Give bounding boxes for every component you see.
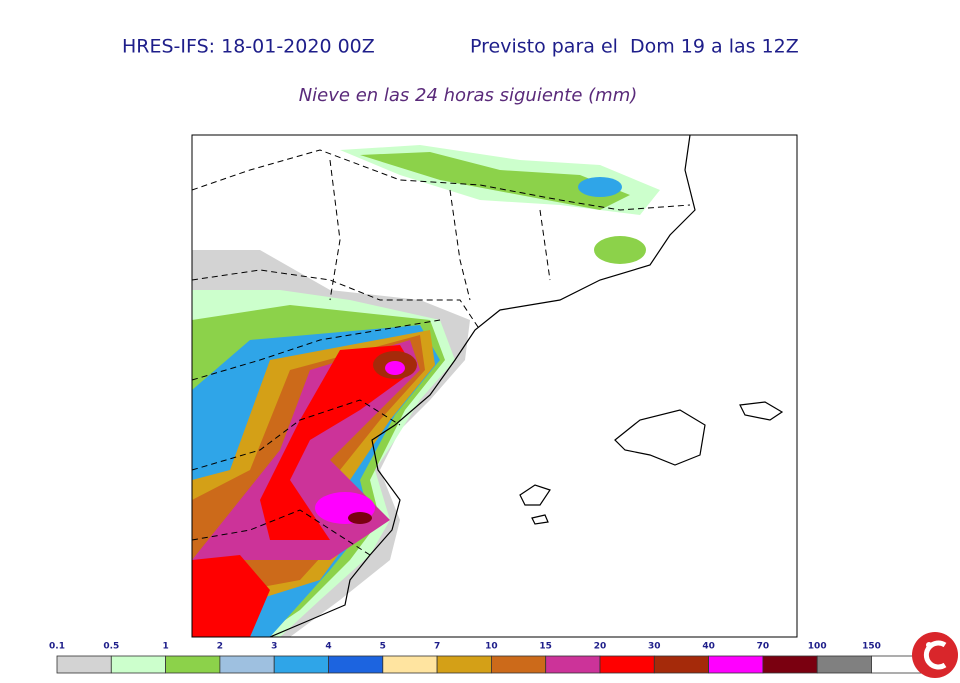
legend-label: 70 (757, 642, 770, 652)
snow-area (348, 512, 372, 524)
legend-swatch (110, 655, 167, 674)
legend-label: 2 (217, 642, 223, 652)
coastline (269, 134, 784, 638)
legend-swatch (56, 655, 112, 674)
legend-swatch (816, 655, 872, 674)
logo-mark (923, 640, 947, 670)
logo (912, 632, 958, 678)
legend-swatch (273, 655, 329, 674)
legend-label: 100 (808, 642, 827, 652)
legend-swatch (219, 655, 275, 674)
snow-area (578, 177, 622, 197)
legend: 0.10.51234571015203040701001501 (49, 642, 929, 674)
map-frame (191, 134, 798, 638)
legend-swatch (382, 655, 438, 674)
snow-field (192, 145, 660, 637)
snow-area (192, 555, 270, 637)
snow-area (594, 236, 646, 264)
map (191, 134, 798, 638)
legend-label: 30 (648, 642, 661, 652)
legend-label: 0.5 (103, 642, 119, 652)
run-label: HRES-IFS: 18-01-2020 00Z (122, 36, 375, 58)
legend-label: 1 (162, 642, 168, 652)
snow-area (360, 152, 630, 210)
legend-swatch (599, 655, 655, 674)
legend-label: 7 (434, 642, 440, 652)
snow-area (385, 361, 405, 375)
valid-label: Previsto para el Dom 19 a las 12Z (470, 36, 799, 58)
legend-label: 40 (702, 642, 715, 652)
legend-swatch (490, 655, 547, 674)
legend-swatch (653, 655, 709, 674)
logo-dot (926, 642, 932, 648)
legend-swatch (545, 655, 601, 674)
legend-label: 0.1 (49, 642, 65, 652)
subtitle: Nieve en las 24 horas siguiente (mm) (299, 85, 638, 106)
legend-label: 3 (271, 642, 277, 652)
logo-circle (912, 632, 958, 678)
legend-label: 4 (325, 642, 331, 652)
legend-label: 15 (539, 642, 552, 652)
snow-area (260, 345, 415, 540)
legend-swatch (762, 655, 818, 674)
legend-label: 150 (862, 642, 881, 652)
legend-swatch (708, 655, 764, 674)
legend-label: 5 (380, 642, 386, 652)
legend-label: 10 (485, 642, 498, 652)
legend-swatch (436, 655, 492, 674)
legend-swatch (165, 655, 221, 674)
borders (191, 149, 691, 556)
legend-label: 20 (594, 642, 607, 652)
legend-swatch (328, 655, 384, 674)
